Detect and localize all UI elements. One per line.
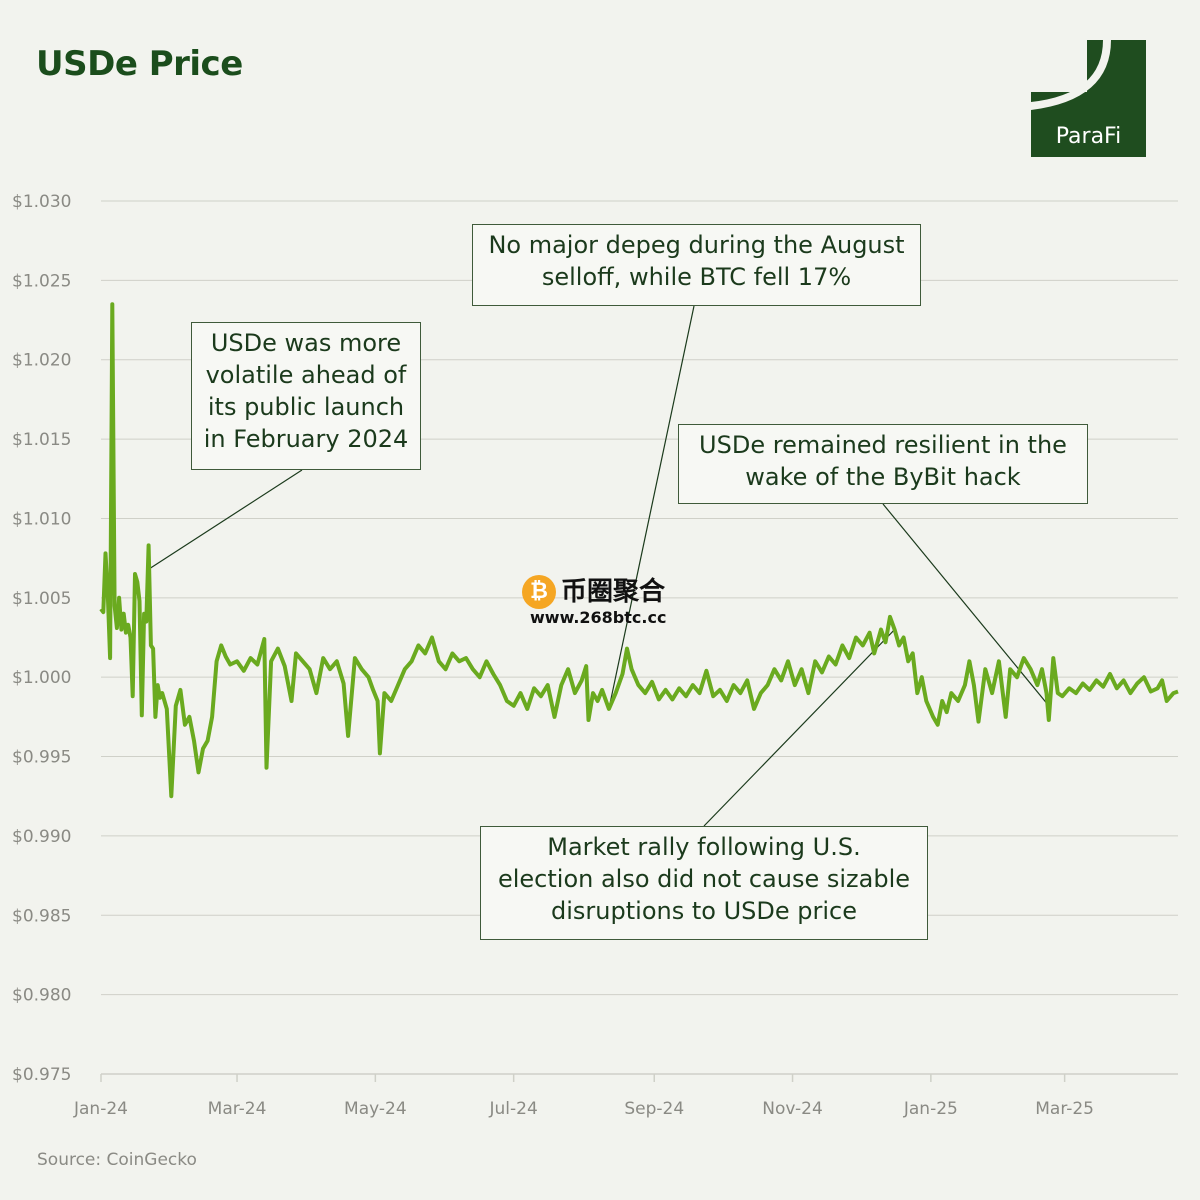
x-tick-label: Jul-24 bbox=[489, 1099, 538, 1119]
parafi-logo: ParaFi bbox=[1031, 40, 1146, 157]
x-tick-label: Jan-25 bbox=[903, 1099, 958, 1119]
y-tick-label: $0.985 bbox=[12, 906, 71, 926]
y-tick-label: $1.025 bbox=[12, 271, 71, 291]
annotation-line: election also did not cause sizable bbox=[497, 865, 911, 893]
x-tick-label: May-24 bbox=[344, 1099, 407, 1119]
x-tick-label: Sep-24 bbox=[624, 1099, 684, 1119]
y-axis-ticks: $1.030 $1.025 $1.020 $1.015 $1.010 $1.005 $1.0… bbox=[12, 192, 71, 1085]
annotation-leaders bbox=[148, 305, 1050, 827]
y-tick-label: $0.980 bbox=[12, 986, 71, 1006]
x-tick-label: Mar-25 bbox=[1035, 1099, 1094, 1119]
annotation-leader-line bbox=[608, 305, 695, 710]
annotation-line: volatile ahead of bbox=[205, 361, 407, 389]
annotation-election: Market rally following U.S. election als… bbox=[480, 826, 928, 940]
watermark: ₿ 币圈聚合 www.268btc.cc bbox=[522, 575, 692, 627]
source-note: Source: CoinGecko bbox=[37, 1150, 197, 1170]
chart-title: USDe Price bbox=[36, 44, 243, 84]
watermark-url: www.268btc.cc bbox=[530, 608, 667, 627]
annotation-leader-line bbox=[148, 469, 303, 570]
x-tick-label: Mar-24 bbox=[208, 1099, 267, 1119]
logo-mark-icon bbox=[1031, 40, 1111, 110]
y-tick-label: $1.030 bbox=[12, 192, 71, 212]
y-tick-label: $0.975 bbox=[12, 1065, 71, 1085]
annotation-leader-line bbox=[703, 629, 896, 827]
annotation-line: its public launch bbox=[207, 393, 405, 421]
annotation-line: disruptions to USDe price bbox=[551, 897, 857, 925]
y-tick-label: $1.020 bbox=[12, 351, 71, 371]
annotation-leader-line bbox=[882, 503, 1050, 707]
annotation-line: Market rally following U.S. bbox=[547, 833, 861, 861]
watermark-name: 币圈聚合 bbox=[561, 577, 666, 607]
y-tick-label: $1.015 bbox=[12, 430, 71, 450]
annotation-line: in February 2024 bbox=[203, 425, 409, 453]
y-tick-label: $1.010 bbox=[12, 509, 71, 529]
annotation-line: USDe remained resilient in the bbox=[699, 431, 1067, 459]
annotation-line: No major depeg during the August bbox=[488, 231, 905, 259]
bitcoin-icon: ₿ bbox=[522, 575, 556, 609]
logo-text: ParaFi bbox=[1055, 124, 1122, 149]
annotation-bybit: USDe remained resilient in the wake of t… bbox=[678, 424, 1088, 504]
annotation-line: wake of the ByBit hack bbox=[745, 463, 1021, 491]
annotation-launch: USDe was more volatile ahead of its publ… bbox=[191, 322, 421, 470]
annotation-line: USDe was more bbox=[210, 329, 402, 357]
y-tick-label: $1.000 bbox=[12, 668, 71, 688]
annotation-line: selloff, while BTC fell 17% bbox=[541, 263, 852, 291]
x-axis-ticks: Jan-24 Mar-24 May-24 Jul-24 Sep-24 Nov-24 Jan-… bbox=[73, 1073, 1178, 1119]
y-tick-label: $0.995 bbox=[12, 748, 71, 768]
y-tick-label: $1.005 bbox=[12, 589, 71, 609]
x-tick-label: Nov-24 bbox=[762, 1099, 823, 1119]
annotation-august: No major depeg during the August selloff… bbox=[472, 224, 921, 306]
usde-price-line bbox=[99, 302, 1179, 799]
x-tick-label: Jan-24 bbox=[73, 1099, 128, 1119]
y-tick-label: $0.990 bbox=[12, 827, 71, 847]
